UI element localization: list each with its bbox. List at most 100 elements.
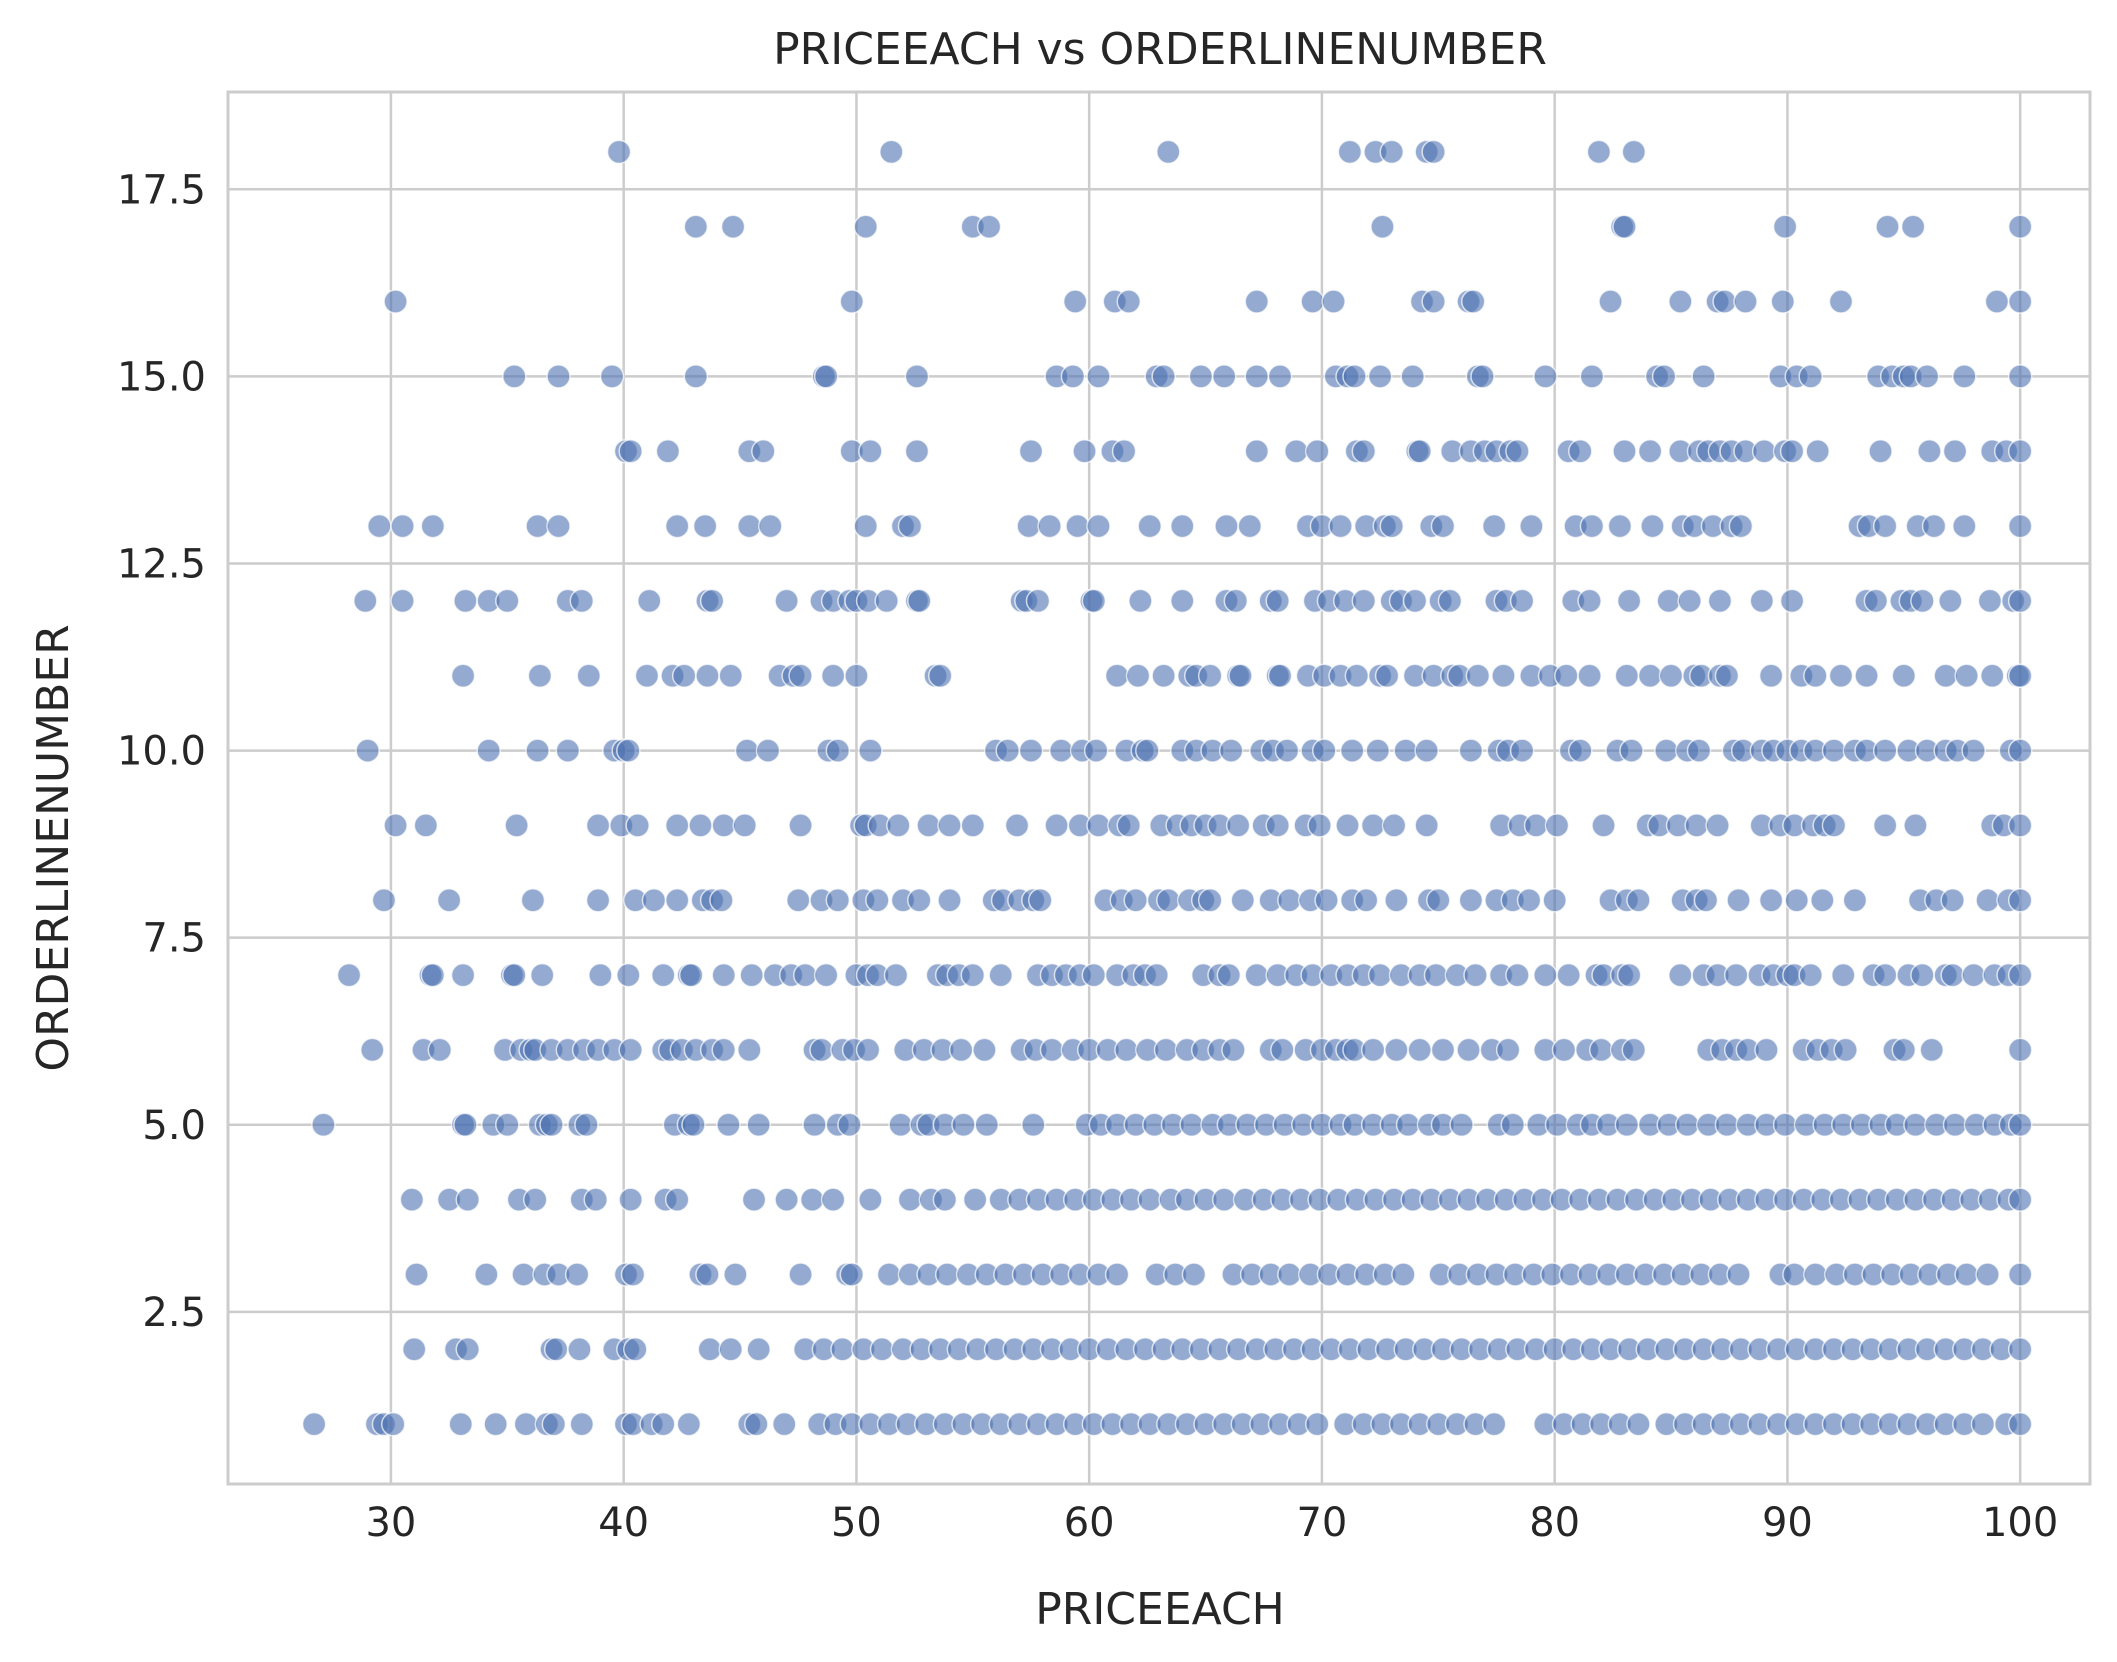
- data-point: [413, 813, 439, 838]
- data-point: [1779, 438, 1805, 464]
- data-point: [1125, 663, 1151, 688]
- data-point: [1551, 1037, 1577, 1063]
- data-point: [1651, 364, 1677, 389]
- data-point: [1044, 813, 1069, 838]
- data-point: [1244, 438, 1270, 464]
- data-point: [1933, 663, 1958, 688]
- data-point: [1505, 962, 1530, 988]
- data-point: [934, 1262, 960, 1287]
- data-point: [1086, 364, 1111, 389]
- data-point: [569, 588, 595, 614]
- data-point: [1244, 289, 1270, 314]
- data-point: [1554, 663, 1579, 688]
- y-tick-label: 7.5: [142, 916, 206, 962]
- data-point: [1726, 888, 1751, 913]
- data-point: [1579, 513, 1605, 539]
- data-point: [960, 962, 986, 988]
- data-point: [755, 738, 781, 763]
- data-point: [555, 738, 581, 763]
- data-point: [1779, 588, 1805, 614]
- data-point: [455, 1187, 480, 1212]
- data-point: [1284, 438, 1309, 464]
- data-point: [404, 1262, 429, 1287]
- data-point: [907, 588, 932, 614]
- data-point: [1556, 962, 1581, 988]
- y-tick-label: 5.0: [142, 1103, 206, 1149]
- data-point: [688, 813, 713, 838]
- x-tick-label: 100: [1982, 1500, 2058, 1546]
- data-point: [474, 1262, 499, 1287]
- data-point: [1407, 1037, 1432, 1063]
- data-point: [525, 738, 550, 763]
- data-point: [625, 813, 650, 838]
- data-point: [1684, 813, 1709, 838]
- data-point: [792, 962, 818, 988]
- data-point: [1568, 738, 1593, 763]
- data-point: [1975, 888, 2000, 913]
- data-point: [1975, 1262, 2000, 1287]
- data-point: [772, 1411, 797, 1437]
- data-point: [574, 1112, 599, 1138]
- data-point: [1337, 139, 1363, 165]
- data-point: [820, 1187, 846, 1212]
- data-point: [1568, 438, 1593, 464]
- data-point: [1237, 513, 1263, 539]
- data-point: [1961, 962, 1986, 988]
- x-tick-label: 30: [365, 1500, 416, 1546]
- data-point: [2007, 1337, 2033, 1362]
- data-point: [1758, 663, 1784, 688]
- data-point: [371, 888, 397, 913]
- data-point: [948, 1037, 974, 1063]
- data-point: [1798, 364, 1823, 389]
- data-point: [1456, 1037, 1481, 1063]
- data-point: [1039, 1037, 1065, 1063]
- data-point: [1211, 1187, 1237, 1212]
- data-point: [1691, 364, 1716, 389]
- data-point: [774, 588, 799, 614]
- data-point: [1393, 738, 1418, 763]
- data-point: [511, 1262, 536, 1287]
- data-point: [1379, 513, 1404, 539]
- data-point: [436, 888, 462, 913]
- data-point: [2007, 1187, 2033, 1212]
- data-point: [1267, 663, 1293, 688]
- data-point: [1365, 738, 1391, 763]
- data-point: [1677, 588, 1702, 614]
- data-point: [1137, 1187, 1162, 1212]
- data-point: [1402, 588, 1428, 614]
- data-point: [1940, 962, 1965, 988]
- data-point: [1083, 738, 1109, 763]
- data-point: [711, 813, 737, 838]
- data-point: [995, 738, 1020, 763]
- data-point: [1312, 738, 1337, 763]
- data-point: [683, 214, 709, 239]
- data-point: [1803, 663, 1828, 688]
- data-point: [741, 1187, 767, 1212]
- data-point: [1321, 289, 1346, 314]
- data-point: [1544, 1112, 1570, 1138]
- data-point: [1116, 813, 1141, 838]
- data-point: [1637, 438, 1663, 464]
- data-point: [932, 1187, 958, 1212]
- data-point: [1151, 663, 1176, 688]
- data-point: [1821, 738, 1847, 763]
- data-point: [1437, 588, 1463, 614]
- data-point: [541, 1411, 567, 1437]
- data-point: [1942, 1112, 1968, 1138]
- data-point: [1509, 588, 1535, 614]
- data-point: [383, 813, 408, 838]
- data-point: [546, 364, 571, 389]
- data-point: [664, 513, 690, 539]
- data-point: [1021, 1112, 1046, 1138]
- data-point: [1060, 364, 1086, 389]
- data-point: [1028, 888, 1053, 913]
- data-point: [683, 364, 709, 389]
- data-point: [401, 1337, 427, 1362]
- data-point: [1460, 289, 1486, 314]
- data-point: [1104, 1262, 1130, 1287]
- data-point: [883, 962, 909, 988]
- data-point: [1328, 513, 1353, 539]
- data-point: [367, 513, 392, 539]
- data-point: [1465, 663, 1491, 688]
- data-point: [2007, 289, 2033, 314]
